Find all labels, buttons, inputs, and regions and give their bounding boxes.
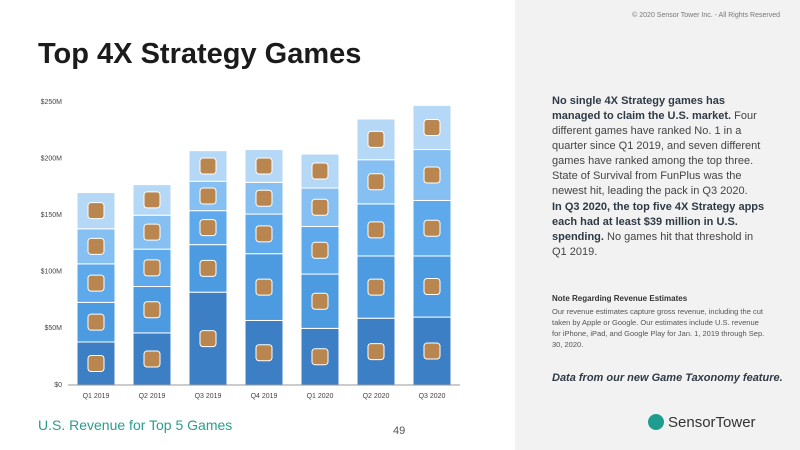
game-icon (87, 202, 105, 220)
game-icon (367, 221, 385, 239)
slide-title: Top 4X Strategy Games (38, 38, 362, 70)
chart: $0 $50M $100M $150M $200M $250M Q1 2019 Q2 2019… (41, 99, 460, 400)
y-tick-label: $100M (41, 269, 63, 276)
game-icon (311, 348, 329, 366)
paragraph-bold: In Q3 2020, the top five 4X Strategy app… (552, 201, 765, 243)
note: Our revenue estimates capture gross reve… (552, 307, 765, 349)
game-icon (423, 278, 441, 296)
game-icon (199, 259, 217, 277)
game-icon (199, 219, 217, 237)
y-tick-label: $250M (41, 99, 63, 106)
game-icon (367, 343, 385, 361)
page-number: 49 (393, 425, 406, 437)
game-icon (367, 278, 385, 296)
game-icon (255, 157, 273, 175)
x-tick-label: Q1 2019 (83, 393, 110, 400)
game-icon (255, 189, 273, 207)
game-icon (255, 278, 273, 296)
game-icon (311, 198, 329, 216)
game-icon (143, 350, 161, 368)
game-icon (367, 130, 385, 148)
game-icon (255, 344, 273, 362)
game-icon (423, 342, 441, 360)
game-icon (311, 162, 329, 180)
game-icon (199, 157, 217, 175)
game-icon (87, 313, 105, 331)
side-panel (515, 0, 800, 450)
game-icon (87, 354, 105, 372)
game-icon (367, 173, 385, 191)
game-icon (311, 241, 329, 259)
logo: SensorTower (668, 414, 756, 431)
paragraph-text: No games hit that threshold in Q1 2019. (552, 231, 754, 258)
bar-segment (188, 210, 228, 246)
game-icon (199, 187, 217, 205)
x-tick-label: Q1 2020 (307, 393, 334, 400)
paragraph-text: Four different games have ranked No. 1 i… (552, 110, 761, 197)
x-tick-label: Q2 2020 (363, 393, 390, 400)
chart-caption: U.S. Revenue for Top 5 Games (38, 417, 233, 433)
game-icon (143, 223, 161, 241)
x-tick-label: Q3 2019 (195, 393, 222, 400)
footnote: Data from our new Game Taxonomy feature. (552, 372, 783, 384)
note-heading: Note Regarding Revenue Estimates (552, 294, 688, 303)
y-tick-label: $50M (44, 325, 62, 332)
game-icon (143, 191, 161, 209)
y-tick-label: $150M (41, 212, 63, 219)
paragraph: In Q3 2020, the top five 4X Strategy app… (552, 200, 767, 260)
game-icon (143, 301, 161, 319)
x-tick-label: Q2 2019 (139, 393, 166, 400)
copyright: © 2020 Sensor Tower Inc. - All Rights Re… (632, 12, 780, 19)
logo-icon (648, 414, 664, 430)
game-icon (311, 292, 329, 310)
paragraph: No single 4X Strategy games has managed … (552, 94, 767, 199)
game-icon (255, 225, 273, 243)
x-tick-label: Q4 2019 (251, 393, 278, 400)
game-icon (199, 330, 217, 348)
game-icon (423, 219, 441, 237)
game-icon (87, 237, 105, 255)
x-tick-label: Q3 2020 (419, 393, 446, 400)
game-icon (87, 274, 105, 292)
game-icon (143, 259, 161, 277)
game-icon (423, 166, 441, 184)
y-tick-label: $200M (41, 155, 63, 162)
game-icon (423, 118, 441, 136)
y-tick-label: $0 (54, 382, 62, 389)
paragraph-bold: No single 4X Strategy games has managed … (552, 95, 732, 122)
